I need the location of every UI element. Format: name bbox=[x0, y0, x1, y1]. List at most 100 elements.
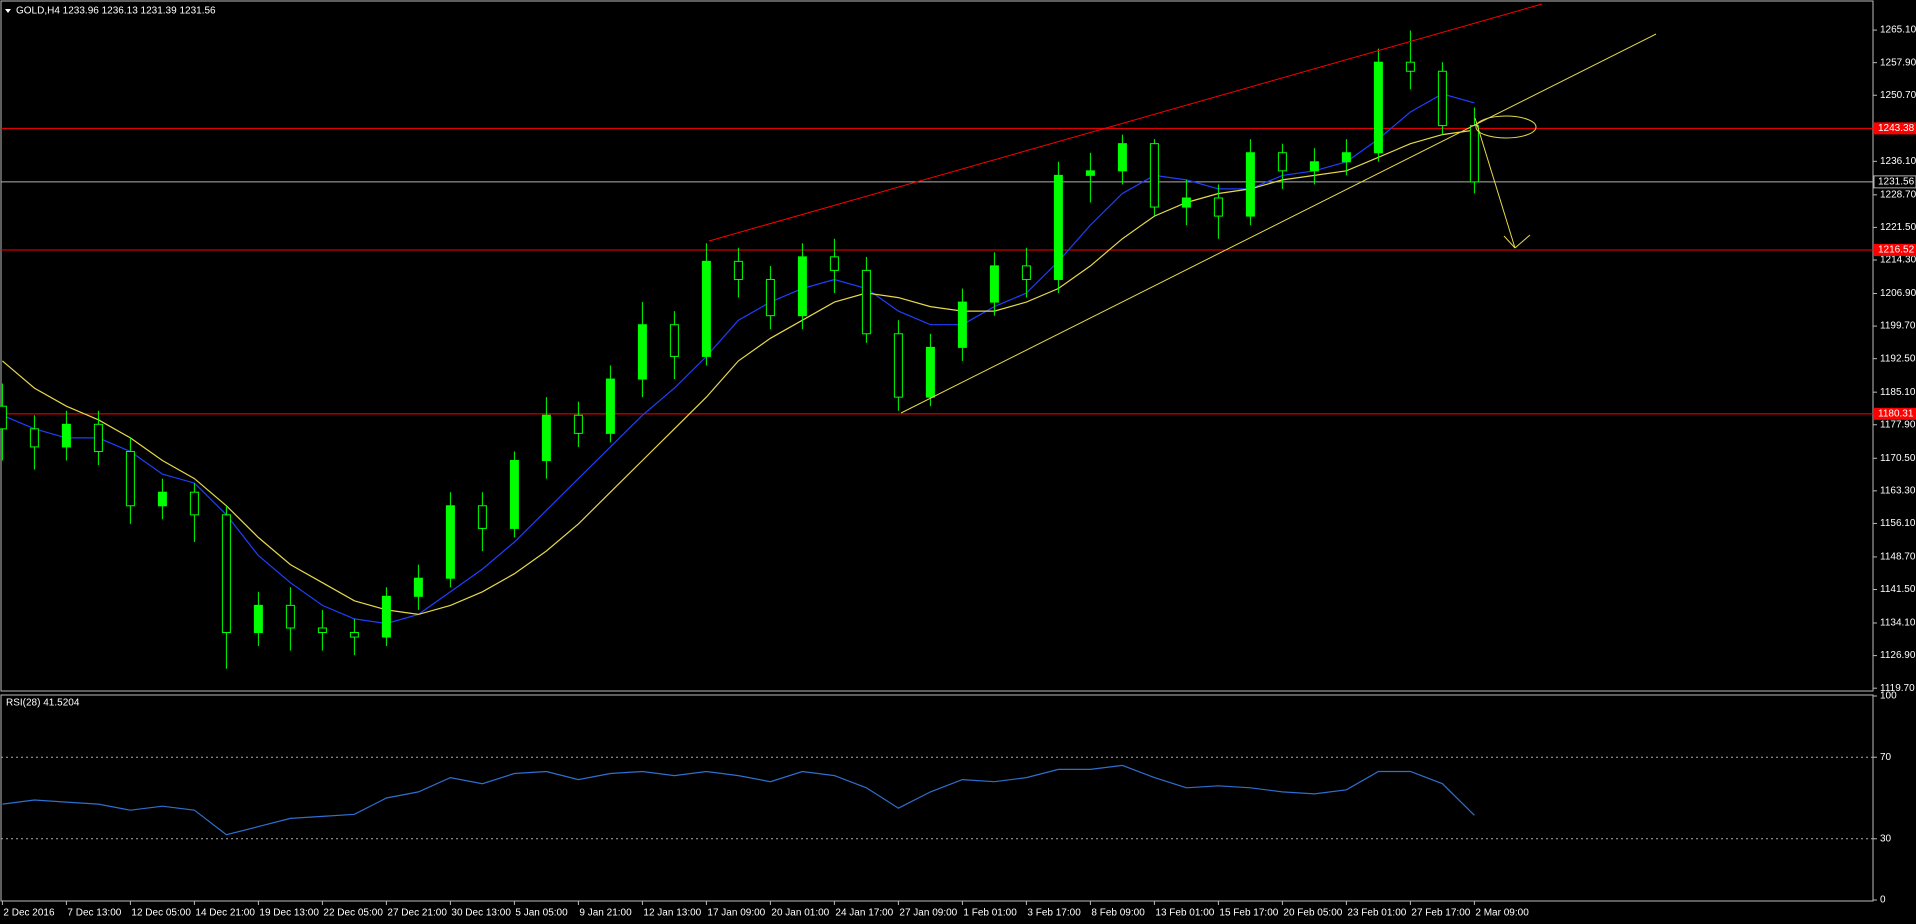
candle-body bbox=[413, 577, 423, 597]
y-tick-label: 1126.90 bbox=[1880, 650, 1916, 661]
x-tick-label: 27 Jan 09:00 bbox=[899, 908, 957, 919]
candle-body bbox=[765, 278, 775, 317]
y-tick-label: 1199.70 bbox=[1880, 321, 1916, 332]
y-tick-label: 1185.10 bbox=[1880, 387, 1916, 398]
candle-body bbox=[637, 324, 647, 380]
y-tick-label: 1134.10 bbox=[1880, 618, 1916, 629]
candle-body bbox=[1373, 61, 1383, 154]
candle-body bbox=[381, 595, 391, 638]
x-tick-label: 9 Jan 21:00 bbox=[579, 908, 632, 919]
candle-body bbox=[1213, 197, 1223, 217]
candle-body bbox=[829, 256, 839, 271]
x-tick-label: 30 Dec 13:00 bbox=[451, 908, 511, 919]
candle-body bbox=[733, 260, 743, 280]
y-tick-label: 1236.10 bbox=[1880, 156, 1916, 167]
candle-body bbox=[1149, 143, 1159, 208]
x-tick-label: 12 Jan 13:00 bbox=[643, 908, 701, 919]
candle-body bbox=[93, 423, 103, 452]
y-tick-label: 70 bbox=[1880, 752, 1892, 763]
arrow-head bbox=[1514, 234, 1531, 249]
y-tick-label: 1265.10 bbox=[1880, 25, 1916, 36]
x-tick-label: 15 Feb 17:00 bbox=[1219, 908, 1278, 919]
y-tick-label: 1156.10 bbox=[1880, 518, 1916, 529]
moving-average bbox=[2, 93, 1475, 625]
y-tick-label: 1177.90 bbox=[1880, 419, 1916, 430]
x-tick-label: 24 Jan 17:00 bbox=[835, 908, 893, 919]
candle-body bbox=[61, 423, 71, 448]
candle-body bbox=[1053, 174, 1063, 280]
x-tick-label: 19 Dec 13:00 bbox=[259, 908, 319, 919]
candle-body bbox=[861, 269, 871, 335]
level-label-bg bbox=[1874, 407, 1916, 420]
x-tick-label: 14 Dec 21:00 bbox=[195, 908, 255, 919]
candle-body bbox=[893, 333, 903, 398]
candle-body bbox=[1341, 152, 1351, 163]
chart-title: GOLD,H4 1233.96 1236.13 1231.39 1231.56 bbox=[16, 6, 216, 17]
candle-body bbox=[317, 627, 327, 634]
candle-body bbox=[1405, 61, 1415, 72]
candle-body bbox=[477, 505, 487, 529]
drawings bbox=[708, 3, 1657, 414]
x-tick-label: 1 Feb 01:00 bbox=[963, 908, 1017, 919]
x-tick-label: 20 Feb 05:00 bbox=[1283, 908, 1342, 919]
y-tick-label: 100 bbox=[1880, 691, 1897, 702]
y-tick-label: 1257.90 bbox=[1880, 57, 1916, 68]
rsi-line bbox=[2, 764, 1475, 836]
plot: 1265.10 1257.90 1250.70 1236.10 1228.70 1221.… bbox=[0, 25, 1916, 919]
candle-body bbox=[1437, 70, 1447, 127]
candle-body bbox=[1245, 152, 1255, 217]
candle-body bbox=[605, 378, 615, 434]
y-tick-label: 1163.30 bbox=[1880, 485, 1916, 496]
x-tick-label: 12 Dec 05:00 bbox=[131, 908, 191, 919]
candle-body bbox=[189, 491, 199, 516]
candle-body bbox=[1309, 161, 1319, 172]
candle-body bbox=[925, 346, 935, 398]
candle-body bbox=[445, 505, 455, 579]
y-tick-label: 1148.70 bbox=[1880, 552, 1916, 563]
level-label-bg bbox=[1874, 243, 1916, 256]
level-label: 1216.52 bbox=[1878, 245, 1915, 256]
y-tick-label: 1192.50 bbox=[1880, 353, 1916, 364]
candle-body bbox=[701, 260, 711, 357]
moving-average bbox=[2, 129, 1475, 616]
candle-body bbox=[573, 414, 583, 434]
candle-body bbox=[1181, 197, 1191, 208]
price-frame bbox=[0, 0, 1874, 692]
trend-line bbox=[900, 33, 1657, 414]
y-tick-label: 1119.70 bbox=[1880, 683, 1915, 694]
candle-body bbox=[29, 428, 39, 448]
arrow-line bbox=[1474, 117, 1516, 249]
y-tick-label: 30 bbox=[1880, 833, 1892, 844]
x-tick-label: 17 Jan 09:00 bbox=[707, 908, 765, 919]
candle-body bbox=[221, 514, 231, 634]
candle-body bbox=[957, 301, 967, 348]
menu-icon bbox=[5, 9, 11, 13]
rsi-title: RSI(28) 41.5204 bbox=[6, 698, 80, 709]
arrow-head bbox=[1503, 235, 1516, 249]
candle-body bbox=[0, 405, 7, 430]
candle-body bbox=[1117, 143, 1127, 172]
y-tick-label: 1170.50 bbox=[1880, 453, 1916, 464]
x-tick-label: 3 Feb 17:00 bbox=[1027, 908, 1081, 919]
x-tick-label: 2 Mar 09:00 bbox=[1475, 908, 1529, 919]
last-price-label: 1231.56 bbox=[1878, 177, 1915, 188]
x-tick-label: 23 Feb 01:00 bbox=[1347, 908, 1406, 919]
y-tick-label: 1206.90 bbox=[1880, 288, 1916, 299]
y-tick-label: 1250.70 bbox=[1880, 90, 1916, 101]
candle-body bbox=[541, 414, 551, 462]
x-tick-label: 13 Feb 01:00 bbox=[1155, 908, 1214, 919]
level-label-bg bbox=[1874, 122, 1916, 135]
x-tick-label: 2 Dec 2016 bbox=[3, 908, 55, 919]
candle-body bbox=[157, 491, 167, 507]
ellipse-mark bbox=[1475, 115, 1537, 139]
x-tick-label: 22 Dec 05:00 bbox=[323, 908, 383, 919]
x-tick-label: 20 Jan 01:00 bbox=[771, 908, 829, 919]
candle-body bbox=[989, 265, 999, 303]
candle-body bbox=[253, 604, 263, 634]
x-tick-label: 7 Dec 13:00 bbox=[67, 908, 121, 919]
level-label: 1243.38 bbox=[1878, 123, 1915, 134]
x-tick-label: 8 Feb 09:00 bbox=[1091, 908, 1145, 919]
candle-body bbox=[509, 460, 519, 529]
